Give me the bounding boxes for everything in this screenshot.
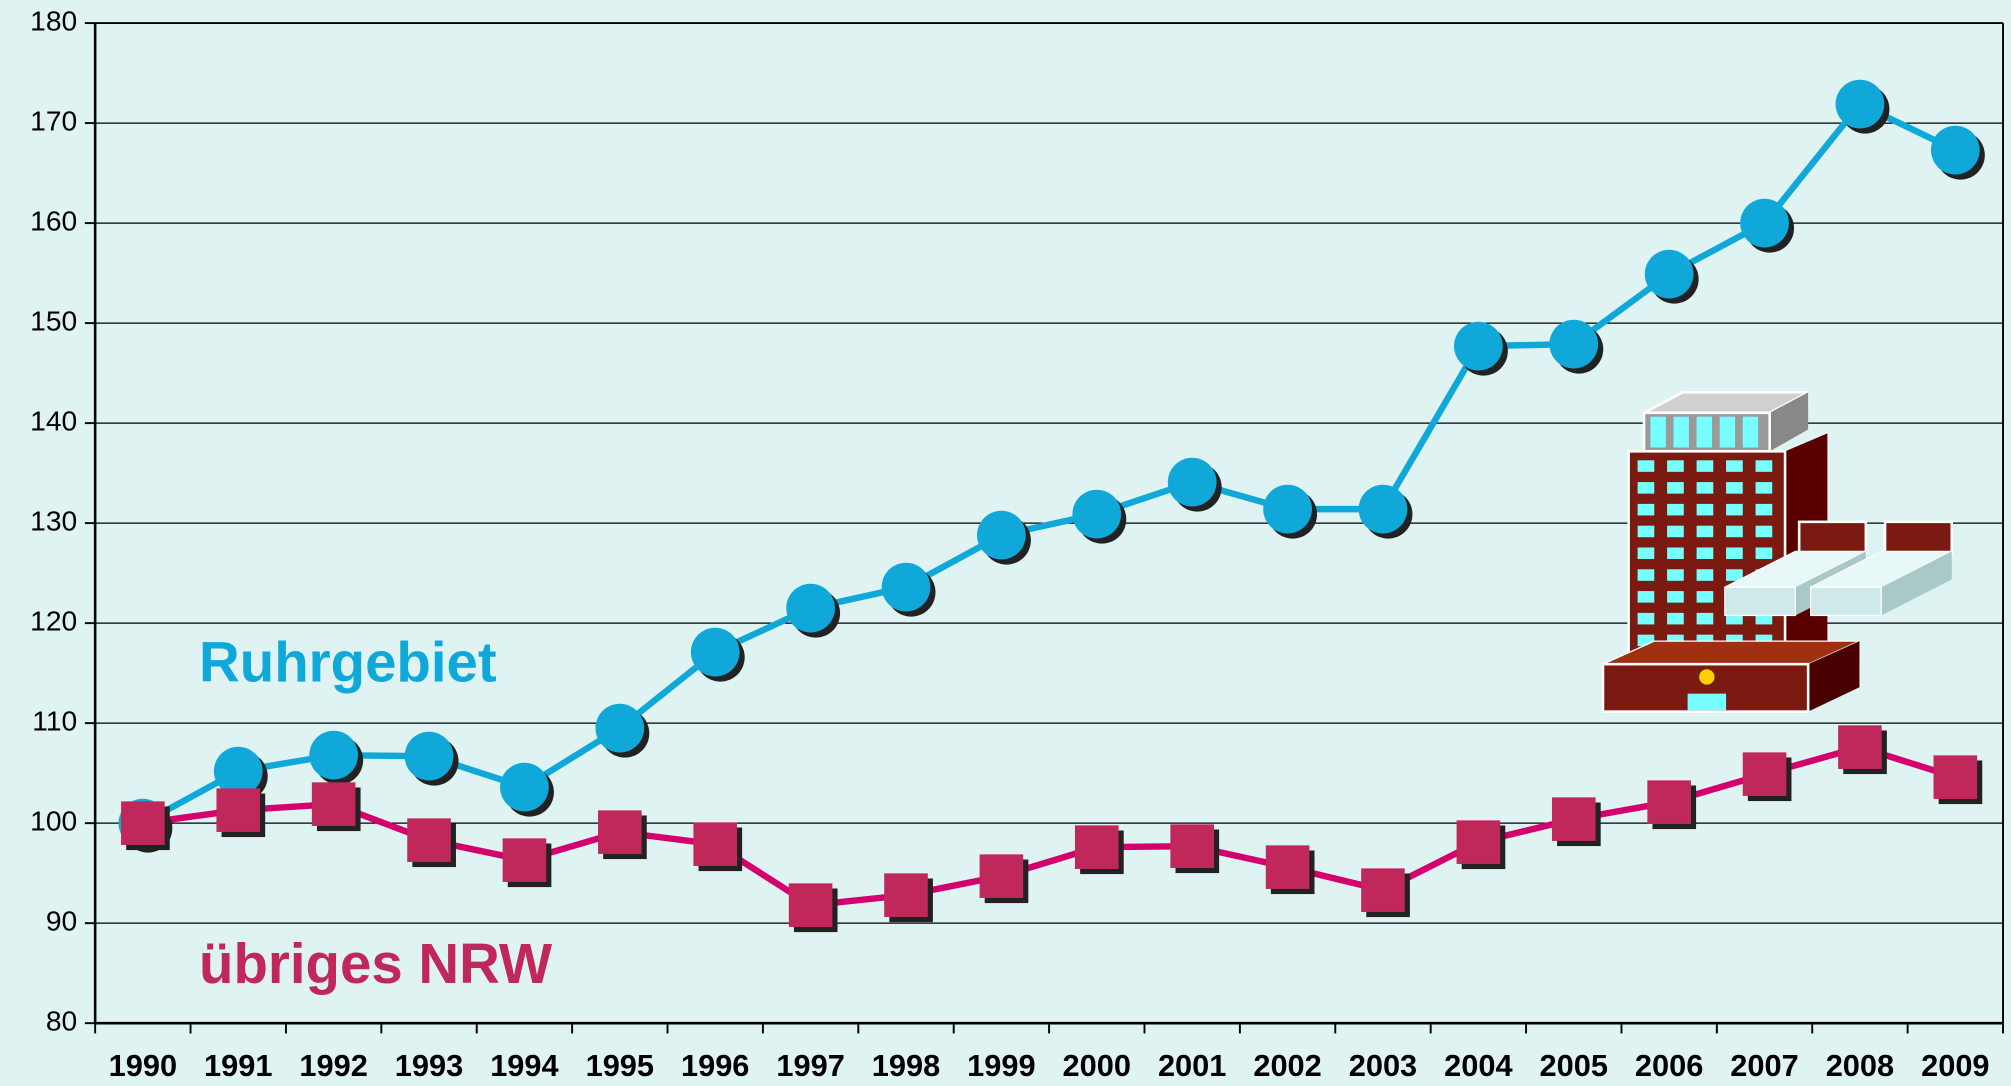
marker <box>405 732 454 781</box>
x-tick-label: 2000 <box>1063 1048 1131 1083</box>
x-tick-label: 2009 <box>1921 1048 1989 1083</box>
x-tick-label: 2004 <box>1444 1048 1512 1083</box>
marker <box>1168 458 1217 507</box>
marker <box>1647 780 1691 824</box>
marker <box>884 873 928 917</box>
marker <box>1170 824 1214 868</box>
x-tick-label: 1991 <box>204 1048 272 1083</box>
marker <box>1931 126 1980 175</box>
marker <box>691 628 740 677</box>
x-tick-label: 2008 <box>1826 1048 1894 1083</box>
marker <box>216 788 260 832</box>
x-tick-label: 2007 <box>1730 1048 1798 1083</box>
marker <box>1075 825 1119 869</box>
marker <box>1457 820 1501 864</box>
marker <box>1552 797 1596 841</box>
y-tick-label: 100 <box>30 805 77 837</box>
marker <box>1740 199 1789 248</box>
x-tick-label: 2002 <box>1253 1048 1321 1083</box>
marker <box>1454 322 1503 371</box>
marker <box>1263 485 1312 534</box>
x-tick-label: 2001 <box>1158 1048 1226 1083</box>
y-tick-label: 160 <box>30 205 77 237</box>
marker <box>882 563 931 612</box>
marker <box>121 801 165 845</box>
y-tick-label: 140 <box>30 405 77 437</box>
x-tick-label: 2003 <box>1349 1048 1417 1083</box>
marker <box>407 818 451 862</box>
x-tick-label: 1990 <box>109 1048 177 1083</box>
x-tick-label: 1999 <box>967 1048 1035 1083</box>
marker <box>1359 485 1408 534</box>
x-tick-label: 2005 <box>1540 1048 1608 1083</box>
y-tick-label: 150 <box>30 305 77 337</box>
marker <box>309 731 358 780</box>
x-tick-label: 1994 <box>490 1048 558 1083</box>
x-tick-label: 1998 <box>872 1048 940 1083</box>
x-tick-label: 2006 <box>1635 1048 1703 1083</box>
marker <box>1266 845 1310 889</box>
marker <box>1549 320 1598 369</box>
marker <box>789 883 833 927</box>
marker <box>1838 725 1882 769</box>
marker <box>1934 755 1978 799</box>
y-tick-label: 120 <box>30 605 77 637</box>
series-label: übriges NRW <box>199 932 553 995</box>
y-tick-label: 80 <box>46 1005 77 1037</box>
marker <box>312 782 356 826</box>
marker <box>1645 250 1694 299</box>
marker <box>500 763 549 812</box>
marker <box>786 584 835 633</box>
marker <box>595 704 644 753</box>
marker <box>977 511 1026 560</box>
marker <box>214 747 263 796</box>
x-tick-label: 1995 <box>586 1048 654 1083</box>
series-label: Ruhrgebiet <box>199 631 497 694</box>
y-tick-label: 90 <box>46 905 77 937</box>
y-tick-label: 130 <box>30 505 77 537</box>
x-tick-label: 1997 <box>776 1048 844 1083</box>
marker <box>598 810 642 854</box>
marker <box>693 822 737 866</box>
chart: 80 90 100 110 120 130 140 150 160 170 180 1990 1991 1… <box>0 0 2011 1086</box>
y-tick-label: 180 <box>30 5 77 37</box>
marker <box>1361 868 1405 912</box>
marker <box>503 838 547 882</box>
x-tick-label: 1992 <box>299 1048 367 1083</box>
marker <box>1072 490 1121 539</box>
marker <box>1743 752 1787 796</box>
marker <box>980 854 1024 898</box>
y-tick-label: 110 <box>32 705 77 737</box>
y-tick-label: 170 <box>30 105 77 137</box>
x-tick-label: 1993 <box>395 1048 463 1083</box>
x-tick-label: 1996 <box>681 1048 749 1083</box>
marker <box>1836 80 1885 129</box>
